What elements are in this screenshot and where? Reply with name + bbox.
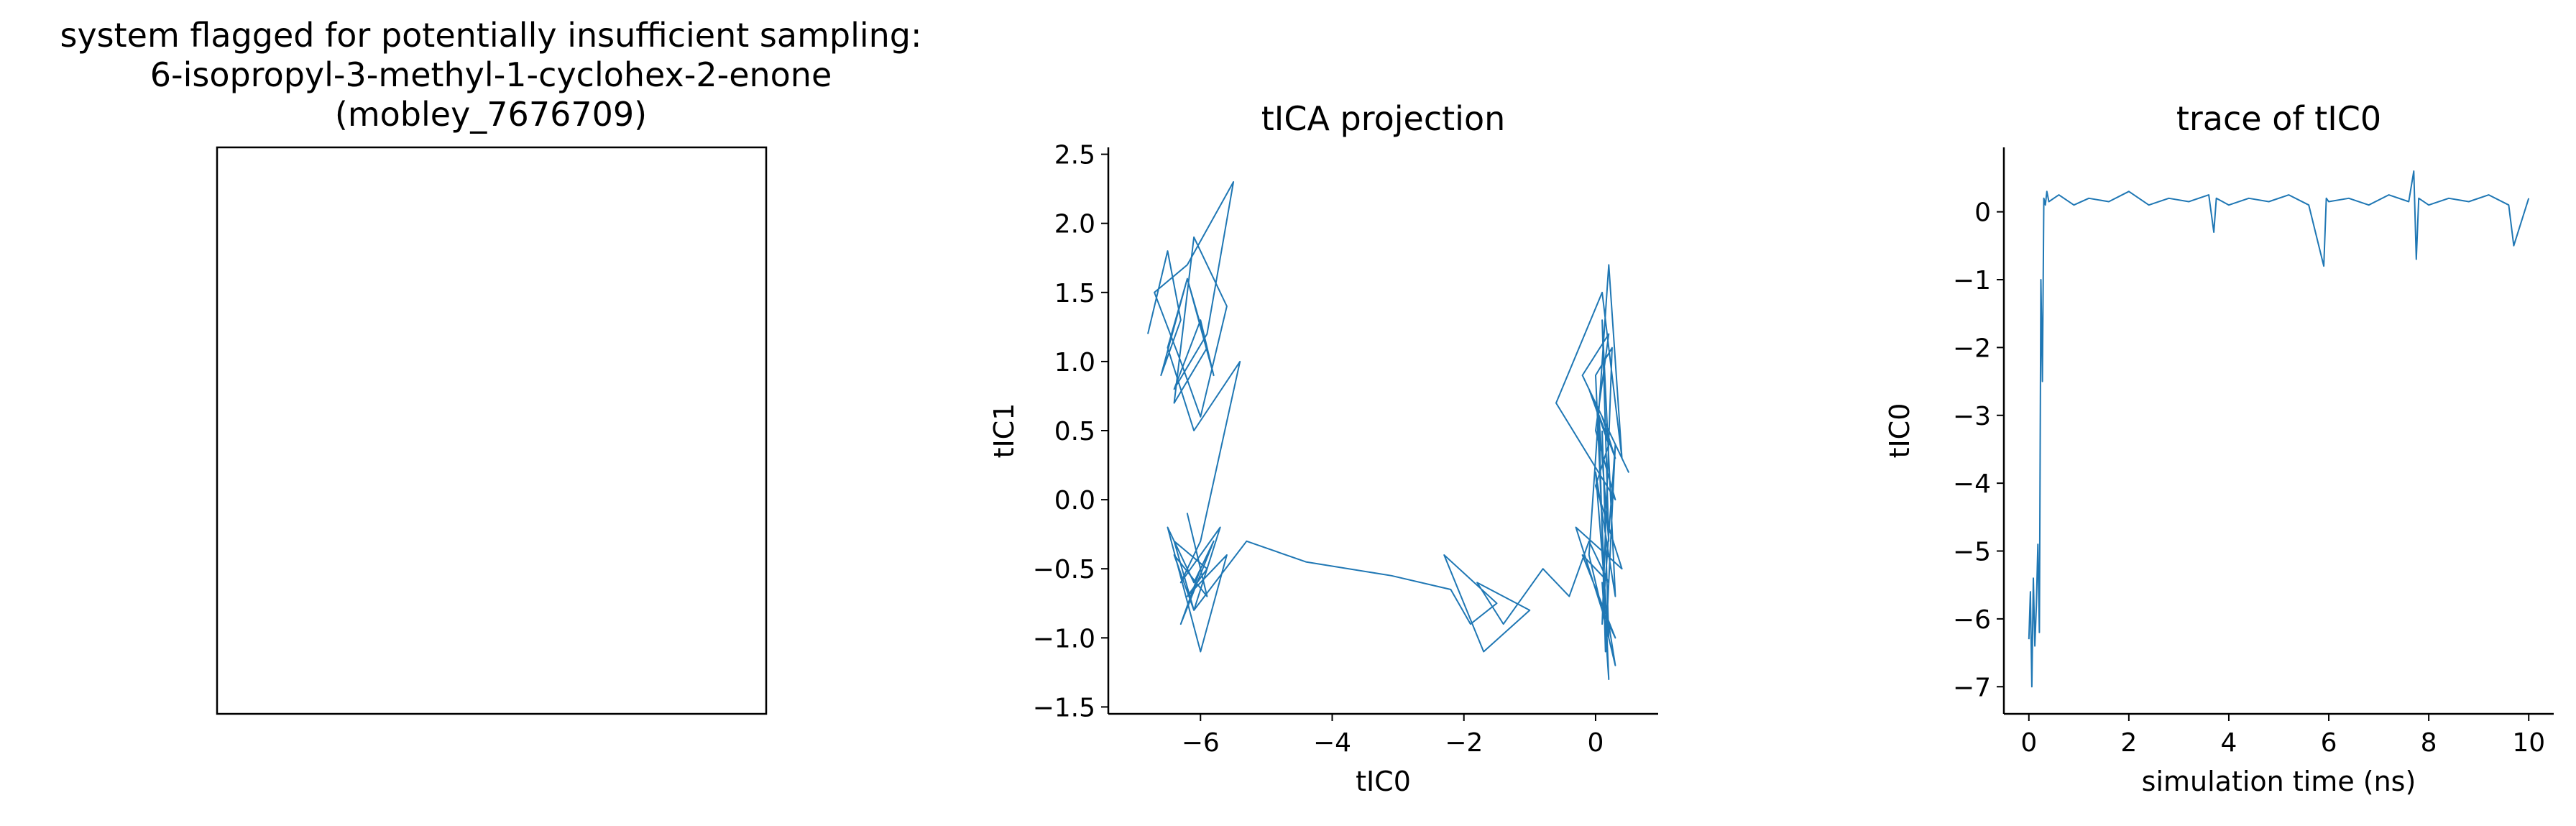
x-tick-label: −6 [1182, 728, 1220, 758]
y-axis-label: tIC0 [1884, 403, 1915, 459]
x-tick-label: 0 [2020, 728, 2037, 758]
y-tick-label: 2.0 [1054, 210, 1095, 239]
y-tick-label: −2 [1953, 334, 1991, 363]
y-tick-label: 0.5 [1054, 417, 1095, 446]
tica-projection-chart: −6 −4 −2 0 −1.5 −1.0 −0.5 0.0 0.5 1.0 1.5 2.0 2.5 tIC… [988, 99, 1658, 797]
figure-title-line-1: system flagged for potentially insuffici… [60, 16, 922, 55]
series-line [1147, 181, 1629, 680]
y-tick-label: 1.5 [1054, 279, 1095, 308]
y-tick-label: −4 [1953, 469, 1991, 499]
series-line [2028, 170, 2530, 688]
figure-title-line-3: (mobley_7676709) [334, 95, 648, 134]
figure-title-line-2: 6-isopropyl-3-methyl-1-cyclohex-2-enone [150, 55, 832, 94]
x-tick-label: 4 [2221, 728, 2237, 758]
x-tick-label: 2 [2120, 728, 2137, 758]
x-axis-label: simulation time (ns) [2142, 766, 2416, 797]
y-tick-label: −6 [1953, 605, 1991, 635]
x-axis-label: tIC0 [1356, 766, 1411, 797]
y-tick-label: −1.5 [1033, 693, 1095, 722]
x-tick-label: 10 [2512, 728, 2545, 758]
y-tick-label: 0.0 [1054, 486, 1095, 515]
y-tick-label: 0 [1974, 198, 1991, 228]
y-tick-label: −7 [1953, 673, 1991, 702]
x-tick-label: 6 [2321, 728, 2337, 758]
y-tick-label: −1.0 [1033, 624, 1095, 653]
x-tick-label: 8 [2421, 728, 2437, 758]
tic0-trace-chart: 0 2 4 6 8 10 −7 −6 −5 −4 −3 −2 −1 0 trace of tIC0 simul… [1884, 99, 2554, 797]
y-tick-label: −0.5 [1033, 555, 1095, 584]
y-tick-label: −3 [1953, 402, 1991, 431]
empty-structure-panel [216, 146, 768, 715]
y-tick-label: 1.0 [1054, 348, 1095, 377]
x-tick-label: 0 [1588, 728, 1604, 758]
x-tick-label: −2 [1445, 728, 1483, 758]
x-tick-label: −4 [1313, 728, 1351, 758]
y-tick-label: 2.5 [1054, 141, 1095, 170]
chart-title: trace of tIC0 [2176, 99, 2381, 138]
y-tick-label: −5 [1953, 538, 1991, 567]
y-axis-label: tIC1 [988, 403, 1020, 459]
y-tick-label: −1 [1953, 266, 1991, 295]
chart-title: tICA projection [1261, 99, 1506, 138]
